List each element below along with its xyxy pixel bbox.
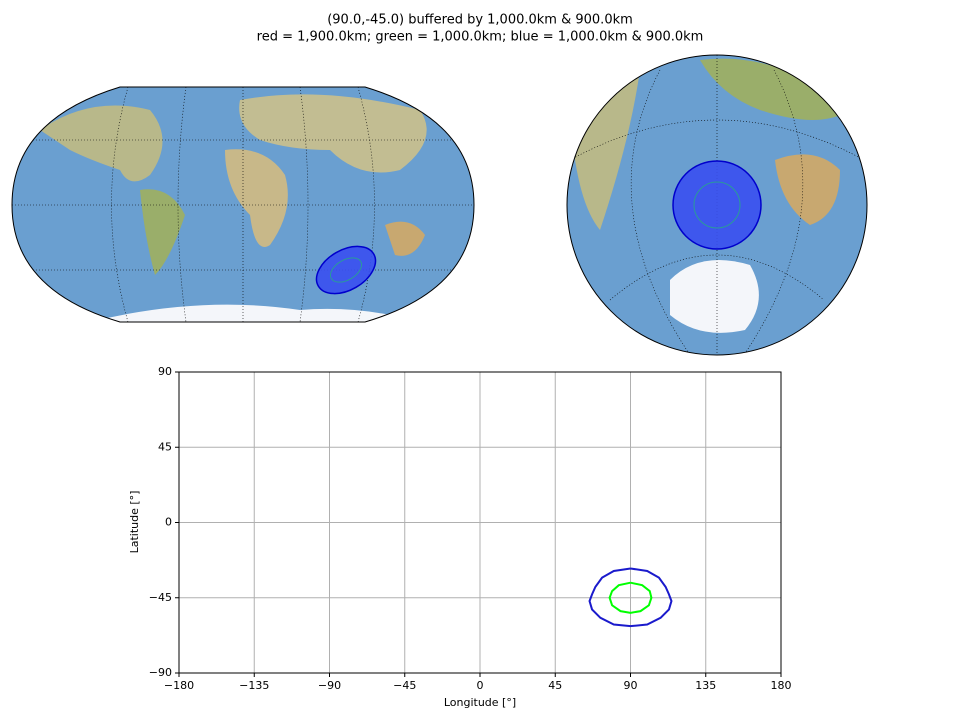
orthographic-map <box>566 54 868 356</box>
axes-frame <box>178 371 782 674</box>
y-tick-label: −45 <box>149 591 172 604</box>
x-tick-label: 135 <box>695 679 716 692</box>
x-tick-label: −90 <box>318 679 341 692</box>
y-axis-label: Latitude [°] <box>128 491 141 554</box>
x-tick-label: 45 <box>548 679 562 692</box>
x-tick-label: 90 <box>624 679 638 692</box>
title-line: red = 1,900.0km; green = 1,000.0km; blue… <box>257 30 704 45</box>
series-line <box>588 567 673 628</box>
y-tick-label: 90 <box>158 365 172 378</box>
series-line <box>608 581 653 614</box>
x-tick-label: 0 <box>477 679 484 692</box>
x-axis-label: Longitude [°] <box>444 696 516 709</box>
y-tick-label: −90 <box>149 666 172 679</box>
y-tick-label: 45 <box>158 440 172 453</box>
x-tick-label: −45 <box>393 679 416 692</box>
robinson-map <box>11 86 475 323</box>
x-tick-label: −135 <box>239 679 269 692</box>
x-tick-label: 180 <box>771 679 792 692</box>
y-tick-label: 0 <box>165 516 172 529</box>
title-line: (90.0,-45.0) buffered by 1,000.0km & 900… <box>327 13 633 28</box>
x-tick-label: −180 <box>164 679 194 692</box>
